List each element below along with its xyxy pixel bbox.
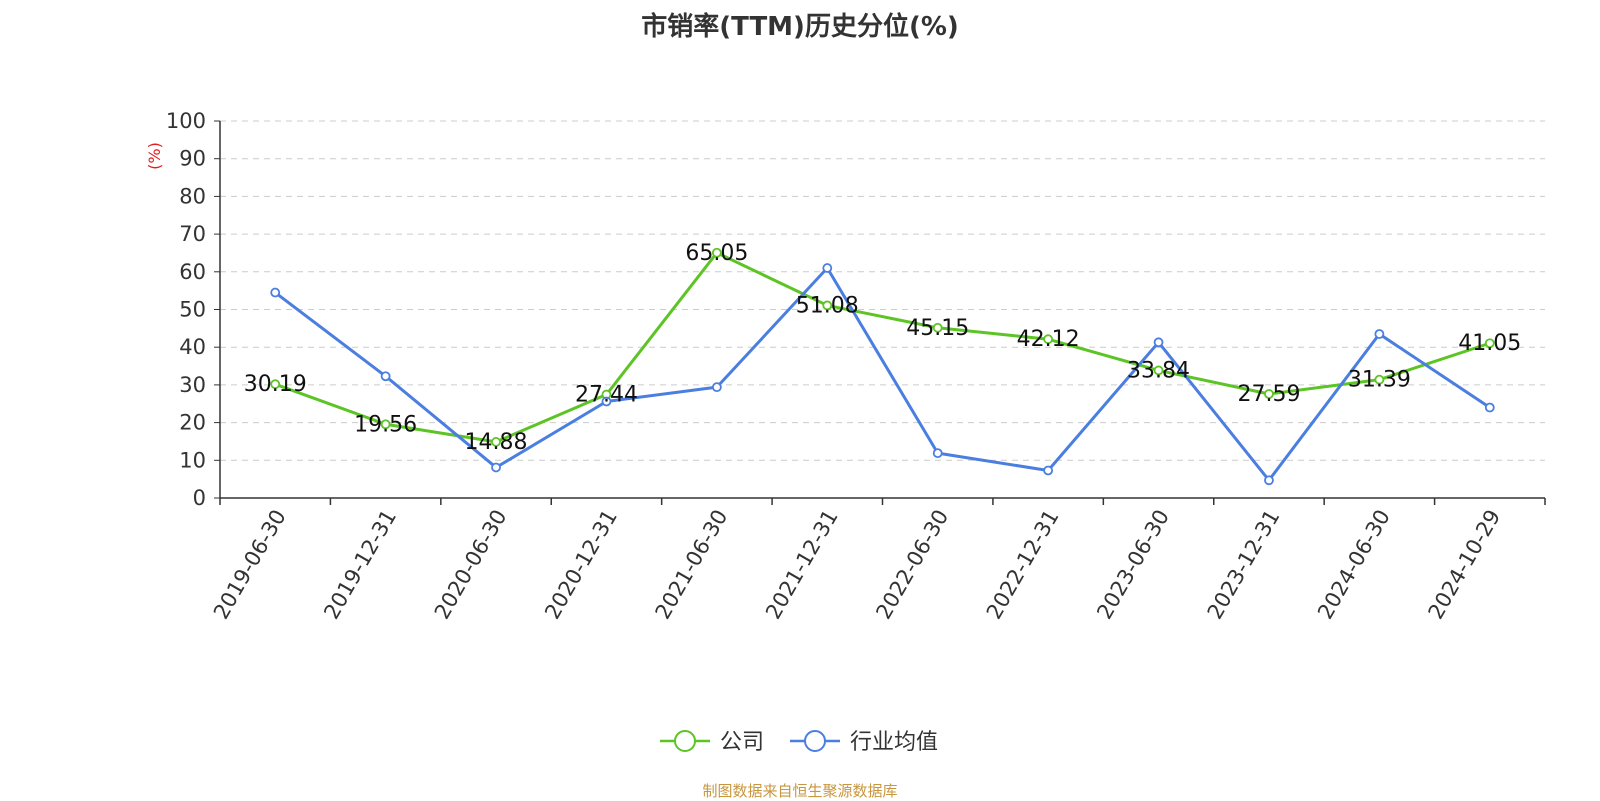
- data-point[interactable]: [1153, 337, 1164, 348]
- data-point[interactable]: [270, 287, 281, 298]
- x-tick-label: 2024-06-30: [1313, 506, 1395, 624]
- data-label: 31.39: [1348, 368, 1411, 393]
- x-tick-label: 2019-06-30: [209, 506, 291, 624]
- data-label: 14.88: [465, 430, 528, 455]
- y-tick-label: 40: [179, 335, 206, 359]
- x-tick-label: 2021-06-30: [651, 506, 733, 624]
- data-label: 27.44: [575, 383, 638, 408]
- data-label: 65.05: [685, 241, 748, 266]
- y-tick-label: 0: [193, 486, 206, 510]
- data-point[interactable]: [380, 419, 391, 430]
- data-point[interactable]: [932, 322, 943, 333]
- legend-item-0[interactable]: 公司: [660, 730, 764, 755]
- source-note: 制图数据来自恒生聚源数据库: [702, 782, 898, 800]
- data-point[interactable]: [1043, 334, 1054, 345]
- legend-label: 公司: [720, 730, 764, 755]
- x-tick-label: 2020-06-30: [430, 506, 512, 624]
- data-label: 33.84: [1127, 358, 1190, 383]
- data-point[interactable]: [1043, 465, 1054, 476]
- data-point[interactable]: [1484, 338, 1495, 349]
- chart-title: 市销率(TTM)历史分位(%): [641, 12, 959, 42]
- data-point[interactable]: [1264, 389, 1274, 399]
- data-point[interactable]: [491, 462, 501, 473]
- data-point[interactable]: [1264, 475, 1274, 486]
- x-tick-label: 2020-12-31: [540, 506, 622, 624]
- data-point[interactable]: [270, 379, 281, 390]
- data-label: 30.19: [244, 372, 307, 397]
- data-label: 27.59: [1237, 382, 1300, 407]
- y-tick-label: 10: [179, 448, 206, 472]
- x-tick-label: 2022-06-30: [871, 506, 953, 624]
- y-tick-label: 50: [179, 298, 206, 322]
- series-line-1: [274, 266, 1491, 482]
- data-label: 41.05: [1458, 331, 1521, 356]
- data-point[interactable]: [601, 396, 612, 407]
- data-point[interactable]: [1153, 365, 1164, 376]
- data-point[interactable]: [1374, 329, 1385, 339]
- data-label: 19.56: [354, 412, 417, 437]
- data-point[interactable]: [491, 437, 501, 447]
- series-lines: [270, 247, 1495, 486]
- data-point[interactable]: [711, 247, 722, 258]
- data-point[interactable]: [822, 263, 833, 273]
- data-point[interactable]: [822, 300, 833, 311]
- data-label: 51.08: [796, 293, 859, 318]
- y-tick-label: 60: [179, 260, 206, 284]
- legend-label: 行业均值: [850, 730, 938, 755]
- y-tick-label: 20: [179, 411, 206, 435]
- data-point[interactable]: [932, 448, 943, 459]
- x-tick-label: 2023-06-30: [1092, 506, 1174, 624]
- y-tick-label: 80: [179, 184, 206, 208]
- legend-swatch-marker: [804, 730, 826, 752]
- x-tick-label: 2019-12-31: [319, 506, 401, 624]
- y-tick-label: 90: [179, 147, 206, 171]
- legend-swatch-marker: [674, 730, 696, 752]
- x-tick-label: 2022-12-31: [982, 506, 1064, 624]
- data-point[interactable]: [380, 371, 391, 382]
- legend-item-1[interactable]: 行业均值: [790, 730, 938, 755]
- data-point[interactable]: [711, 382, 722, 393]
- x-tick-label: 2021-12-31: [761, 506, 843, 624]
- y-tick-label: 30: [179, 373, 206, 397]
- data-label: 42.12: [1017, 327, 1080, 352]
- data-point[interactable]: [1484, 402, 1495, 413]
- data-point[interactable]: [1374, 374, 1385, 385]
- data-label: 45.15: [906, 316, 969, 341]
- y-tick-label: 70: [179, 222, 206, 246]
- y-tick-label: 100: [166, 109, 206, 133]
- series-line-0: [274, 251, 1491, 444]
- legend[interactable]: 公司 行业均值: [660, 730, 938, 755]
- grid-lines: [220, 120, 1545, 461]
- x-tick-label: 2023-12-31: [1203, 506, 1285, 624]
- data-labels: 30.19 19.56 14.88 27.44 65.05 51.08 45.15 42.12…: [244, 241, 1522, 455]
- y-axis-label: (%): [145, 142, 164, 170]
- x-tick-label: 2024-10-29: [1424, 506, 1506, 624]
